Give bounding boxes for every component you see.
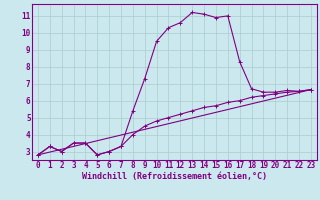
- X-axis label: Windchill (Refroidissement éolien,°C): Windchill (Refroidissement éolien,°C): [82, 172, 267, 181]
